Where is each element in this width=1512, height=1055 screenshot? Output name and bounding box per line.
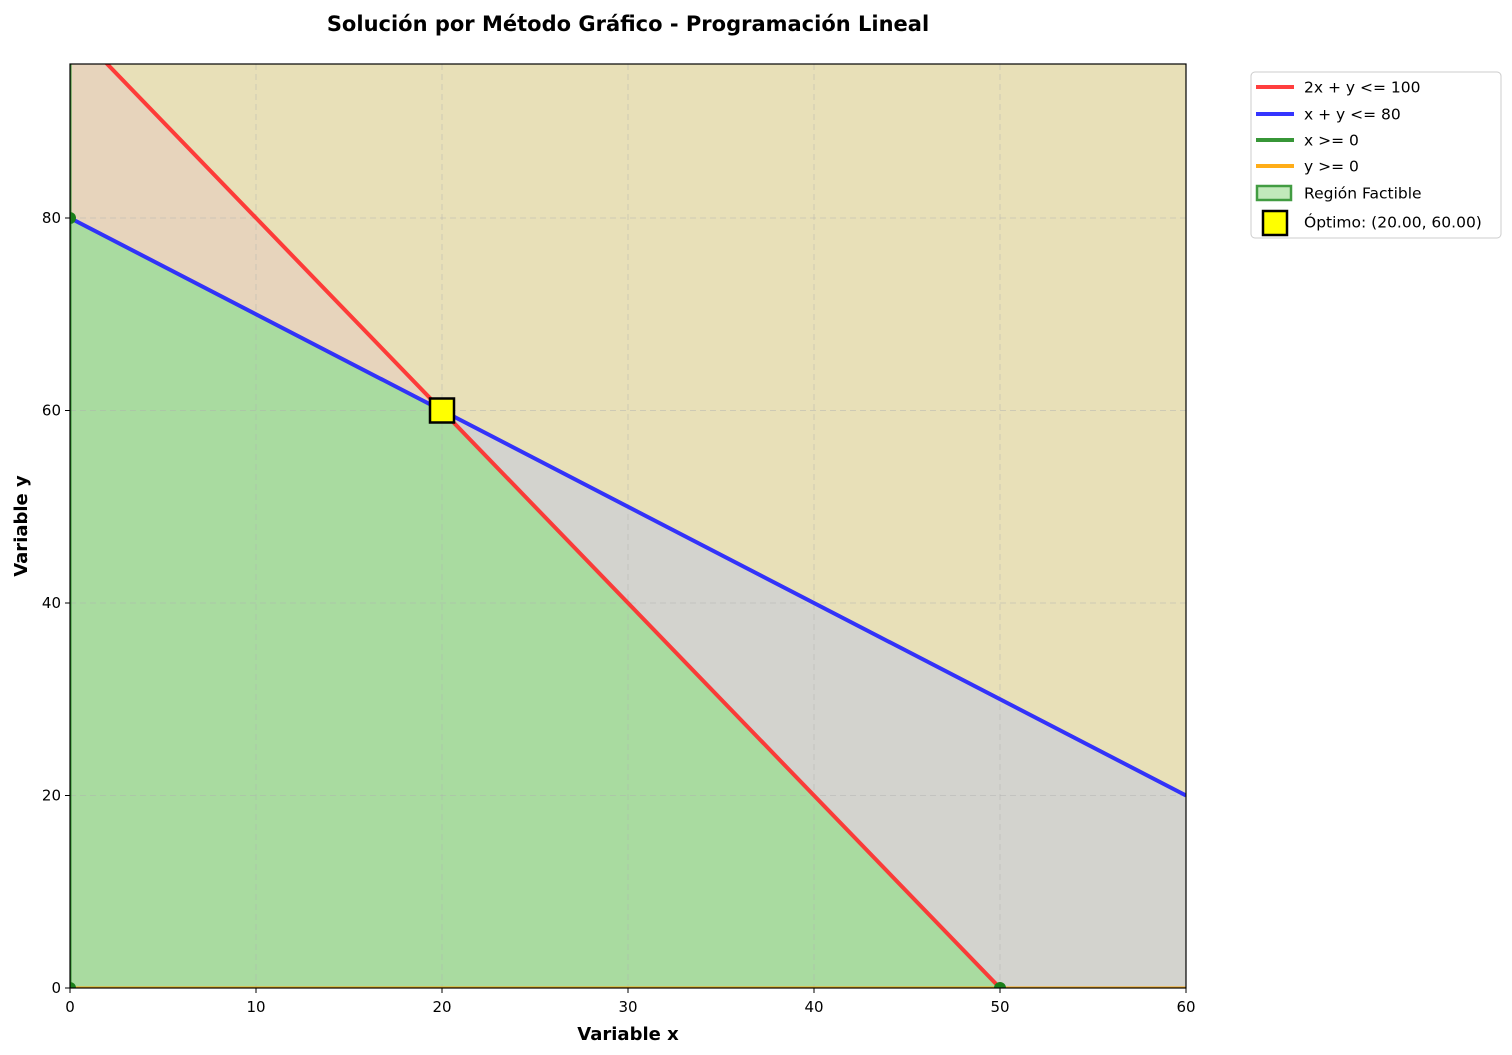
y-axis-label: Variable y — [11, 475, 32, 577]
x-axis-label: Variable x — [577, 1024, 679, 1045]
feasible-region — [70, 218, 1000, 988]
ticks-layer: 0 10 20 30 40 50 60 0 20 40 60 80 — [42, 209, 1196, 1016]
legend-label-1: x + y <= 80 — [1304, 106, 1401, 124]
optimum-marker — [428, 397, 456, 424]
legend-label-4: Región Factible — [1304, 185, 1422, 203]
x-tick-label: 30 — [618, 998, 637, 1016]
y-tick-label: 40 — [42, 594, 61, 612]
vertex-point — [994, 982, 1006, 988]
y-tick-label: 0 — [51, 979, 61, 997]
legend-label-0: 2x + y <= 100 — [1304, 79, 1420, 97]
legend: 2x + y <= 100 x + y <= 80 x >= 0 y >= 0 Regi… — [1250, 71, 1502, 239]
series-line-1 — [70, 216, 1186, 798]
x-tick-label: 10 — [246, 998, 265, 1016]
y-tick-label: 20 — [42, 787, 61, 805]
legend-label-5: Óptimo: (20.00, 60.00) — [1304, 213, 1482, 232]
legend-box — [1250, 71, 1502, 239]
legend-swatch-feasible — [1255, 184, 1293, 202]
x-tick-label: 0 — [65, 998, 75, 1016]
plot-area — [70, 64, 1186, 988]
x-tick-label: 50 — [990, 998, 1009, 1016]
legend-label-2: x >= 0 — [1304, 132, 1359, 150]
y-tick-label: 80 — [42, 209, 61, 227]
series-line-0 — [104, 64, 1002, 988]
region-constraint-upper-overlap — [70, 64, 442, 411]
optimum-layer — [428, 397, 456, 424]
legend-swatch-optimum — [1261, 209, 1289, 237]
x-tick-label: 20 — [432, 998, 451, 1016]
chart-title: Solución por Método Gráfico - Programaci… — [327, 12, 929, 36]
x-tick-label: 60 — [1176, 998, 1195, 1016]
x-tick-label: 40 — [804, 998, 823, 1016]
lines-layer — [70, 64, 1186, 988]
legend-items: 2x + y <= 100 x + y <= 80 x >= 0 y >= 0 Regi… — [1255, 79, 1482, 237]
points-layer — [70, 212, 1006, 988]
vertex-point — [70, 982, 76, 988]
grid-layer — [70, 64, 1186, 988]
legend-label-3: y >= 0 — [1304, 158, 1359, 176]
y-tick-label: 60 — [42, 402, 61, 420]
vertex-point — [70, 212, 76, 224]
